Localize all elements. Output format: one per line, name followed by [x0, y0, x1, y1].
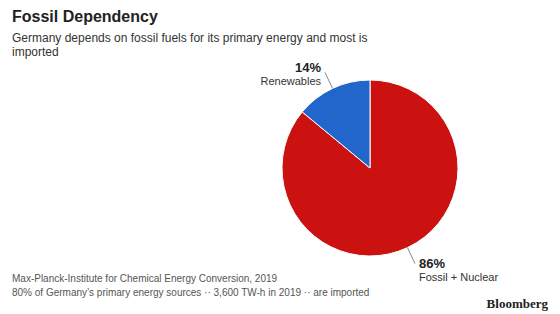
brand-label: Bloomberg [487, 296, 549, 311]
pie-labels: 86%Fossil + Nuclear 14%Renewables [260, 60, 498, 282]
pie-slice [282, 80, 458, 256]
slice-label: Fossil + Nuclear [419, 271, 499, 283]
chart: Fossil Dependency Germany depends on foss… [0, 0, 560, 314]
title: Fossil Dependency [12, 8, 158, 25]
chart-container: Fossil Dependency Germany depends on foss… [0, 0, 560, 314]
leader-line [407, 248, 414, 264]
subtitle: Germany depends on fossil fuels for its … [12, 31, 368, 59]
footer: 80% of Germany’s primary energy sources … [12, 287, 369, 298]
subtitle-line: Germany depends on fossil fuels for its … [12, 31, 368, 45]
background [0, 0, 560, 314]
data-label: 86% [419, 256, 445, 271]
slice-label: Renewables [260, 75, 321, 87]
subtitle-line: imported [12, 45, 59, 59]
pie [282, 80, 458, 256]
pie-slice [302, 80, 370, 168]
leader-line [325, 72, 332, 88]
data-label: 14% [295, 60, 321, 75]
footer: Max-Planck-Institute for Chemical Energy… [12, 273, 278, 284]
